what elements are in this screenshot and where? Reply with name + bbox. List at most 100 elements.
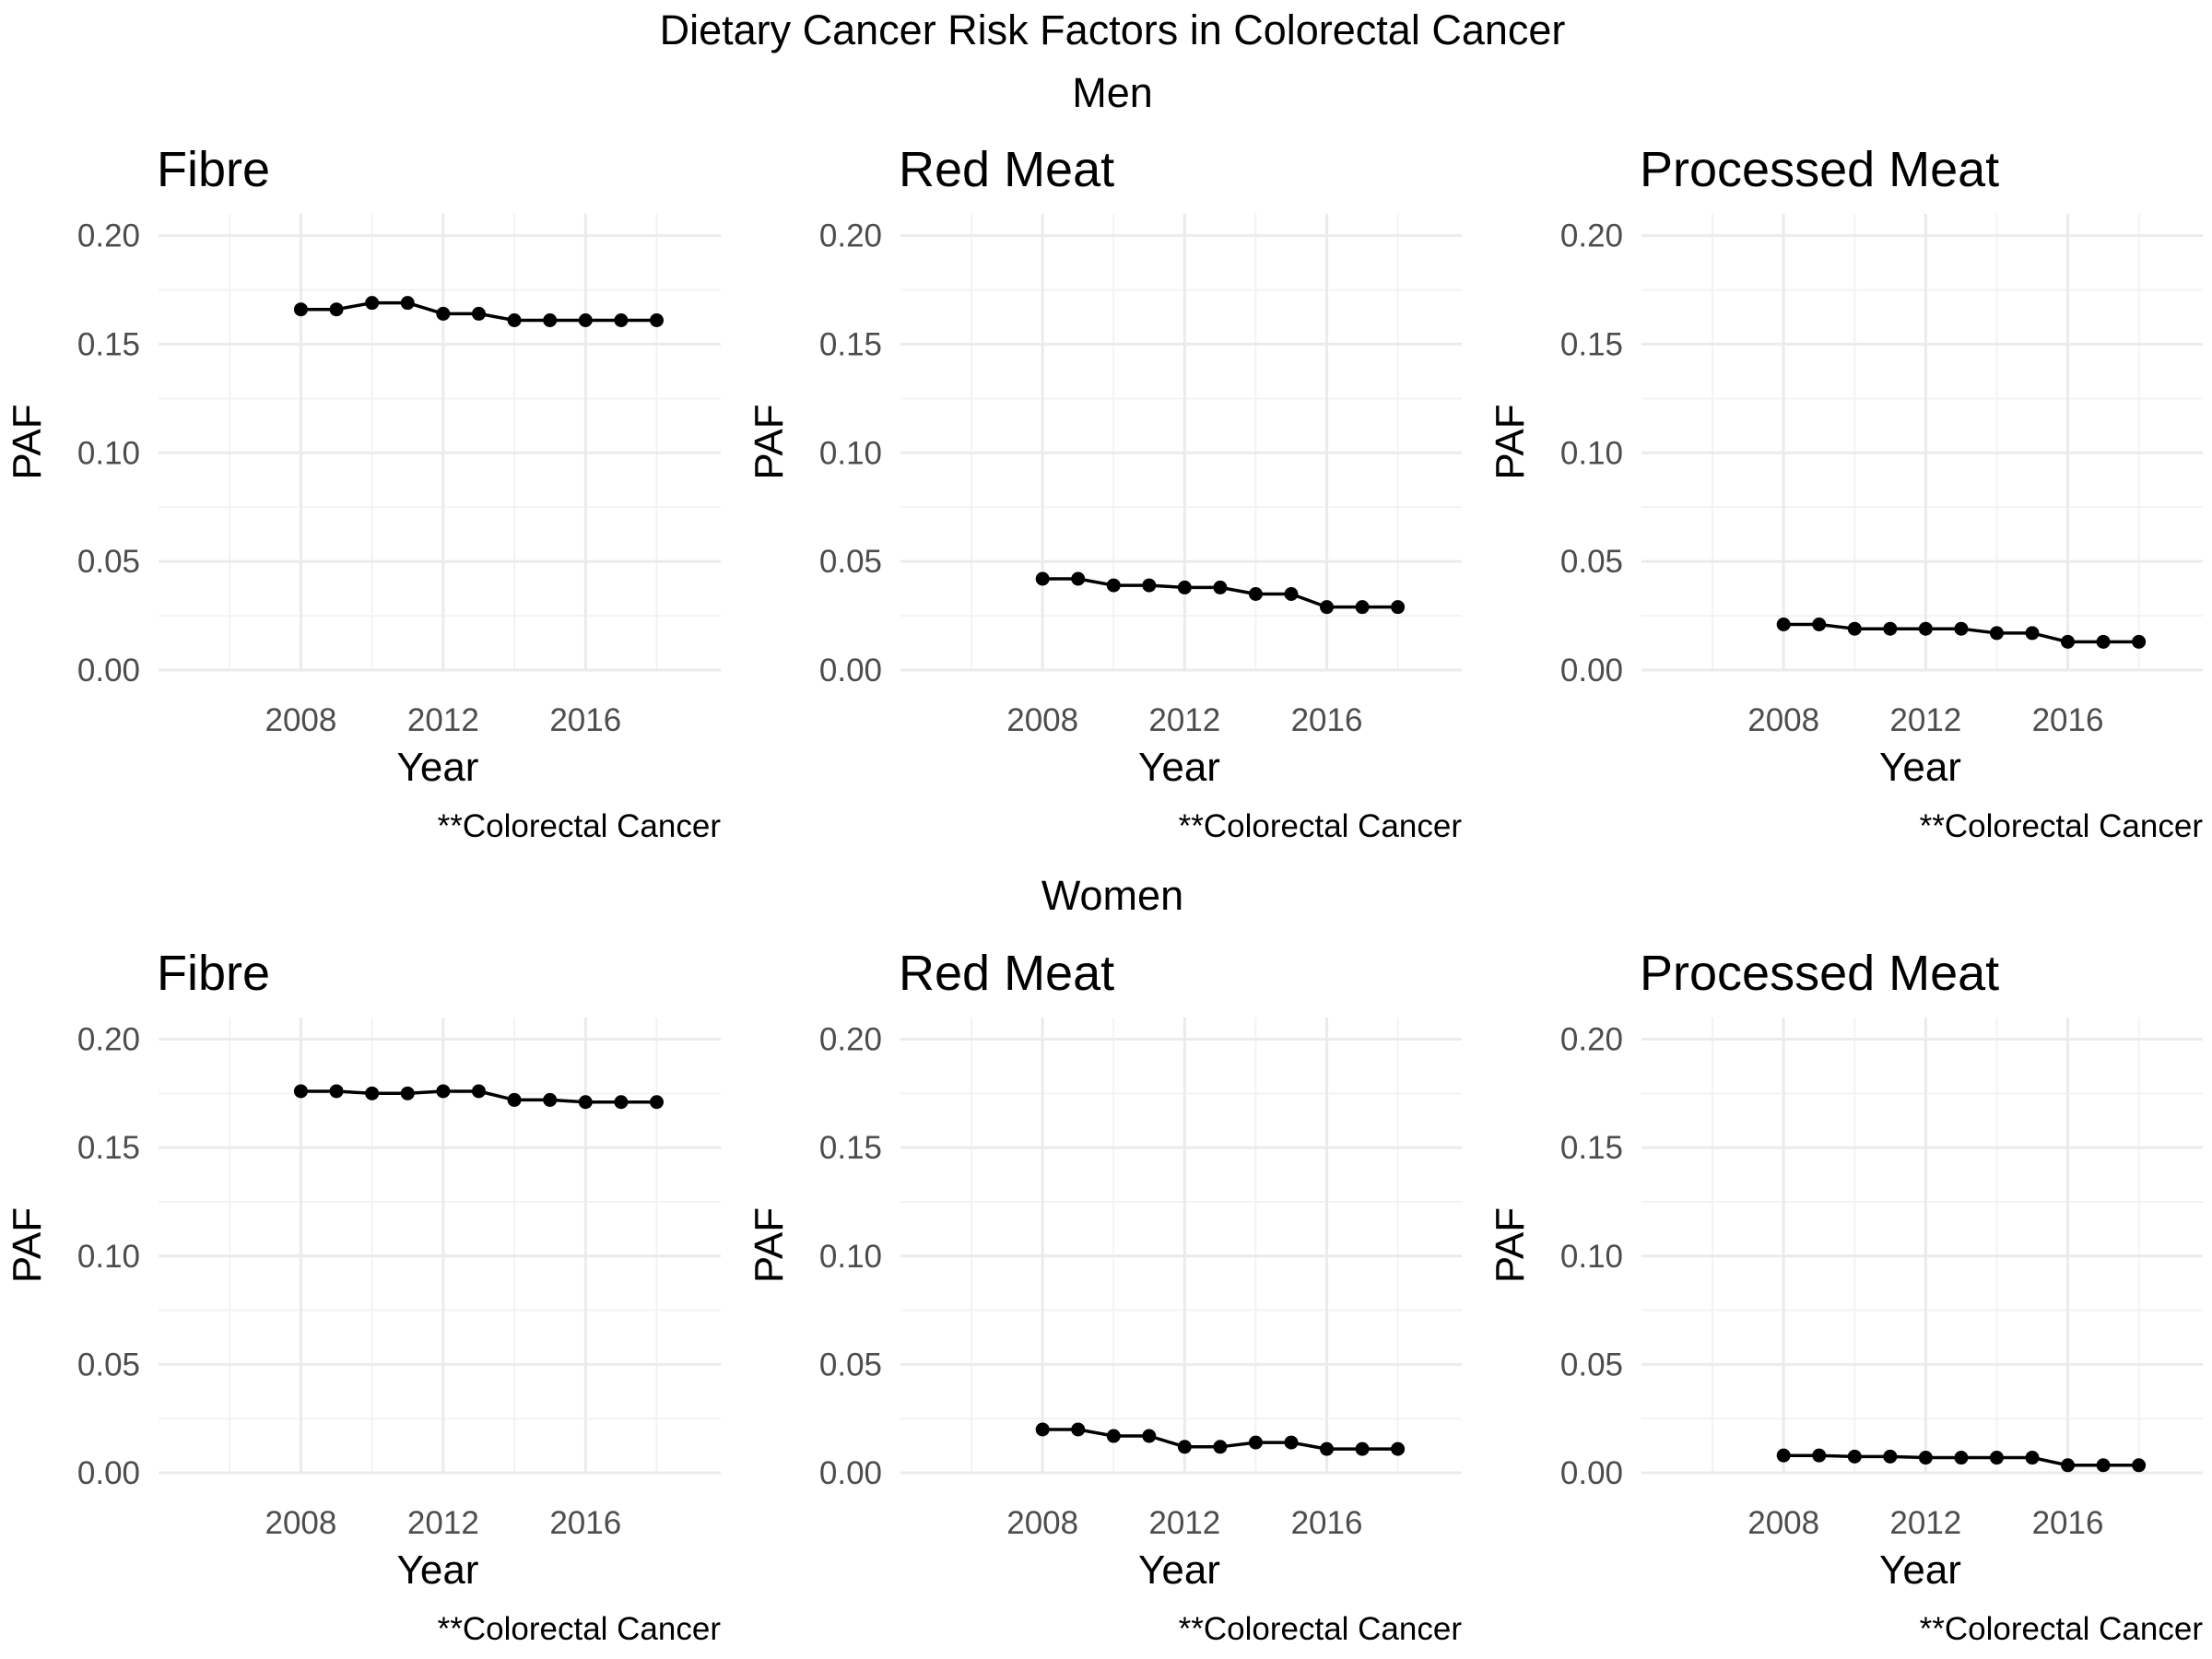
x-axis-title: Year <box>397 1547 479 1593</box>
data-point <box>1177 1440 1192 1454</box>
data-point <box>1106 1429 1121 1443</box>
y-tick-label: 0.15 <box>1560 326 1623 362</box>
data-point <box>543 313 558 327</box>
x-tick-label: 2016 <box>549 1505 621 1541</box>
data-point <box>1248 1435 1263 1450</box>
x-axis-title: Year <box>1879 745 1961 790</box>
panel-women-fibre: 0.00 0.05 0.10 0.15 0.20 2008 2012 2016 Fibre Yea… <box>5 946 721 1647</box>
y-tick-label: 0.10 <box>1560 1239 1623 1275</box>
data-point <box>1391 1441 1406 1456</box>
y-axis-title: PAF <box>747 1207 792 1283</box>
data-point <box>1847 621 1862 636</box>
x-axis-title: Year <box>1879 1547 1961 1593</box>
panel-title: Red Meat <box>899 142 1114 197</box>
y-tick-label: 0.05 <box>77 544 140 580</box>
data-point <box>471 1084 486 1099</box>
y-tick-label: 0.20 <box>819 1022 882 1058</box>
data-point <box>1776 1448 1791 1463</box>
y-tick-label: 0.00 <box>819 1455 882 1491</box>
x-tick-label: 2012 <box>1148 702 1220 738</box>
y-tick-label: 0.20 <box>1560 1022 1623 1058</box>
data-point <box>1391 600 1406 615</box>
data-point <box>1284 1435 1299 1450</box>
data-point <box>1106 578 1121 593</box>
data-point <box>1213 580 1228 594</box>
data-point <box>507 1092 522 1107</box>
data-point <box>1284 587 1299 601</box>
data-point <box>1954 621 1969 636</box>
data-point <box>1847 1449 1862 1464</box>
caption: **Colorectal Cancer <box>1920 1611 2204 1647</box>
y-tick-label: 0.15 <box>77 1130 140 1166</box>
data-point <box>614 313 629 327</box>
y-tick-label: 0.05 <box>1560 1347 1623 1382</box>
data-point <box>329 302 344 317</box>
y-tick-label: 0.20 <box>819 218 882 254</box>
y-tick-label: 0.15 <box>819 326 882 362</box>
data-point <box>578 1095 593 1110</box>
panels: 0.00 0.05 0.10 0.15 0.20 2008 2012 2016 Fibre Yea… <box>5 142 2203 1647</box>
data-point <box>293 1084 308 1099</box>
y-tick-label: 0.05 <box>819 1347 882 1382</box>
data-point <box>1954 1451 1969 1465</box>
x-tick-label: 2012 <box>407 702 479 738</box>
y-tick-label: 0.00 <box>1560 653 1623 688</box>
x-tick-label: 2012 <box>1889 702 1961 738</box>
data-point <box>1071 1422 1086 1437</box>
x-tick-label: 2008 <box>265 702 336 738</box>
data-point <box>578 313 593 327</box>
data-point <box>1035 1422 1050 1437</box>
y-tick-label: 0.00 <box>1560 1455 1623 1491</box>
data-point <box>2096 1458 2111 1473</box>
data-point <box>2096 634 2111 649</box>
data-point <box>2025 1451 2040 1465</box>
data-point <box>471 306 486 321</box>
data-point <box>1035 571 1050 586</box>
data-point <box>1355 600 1370 615</box>
y-tick-label: 0.20 <box>1560 218 1623 254</box>
y-tick-label: 0.10 <box>819 435 882 471</box>
data-point <box>650 1095 665 1110</box>
data-point <box>1883 1449 1898 1464</box>
y-tick-label: 0.05 <box>77 1347 140 1382</box>
y-tick-label: 0.00 <box>819 653 882 688</box>
group-label-women: Women <box>1041 872 1183 919</box>
y-tick-label: 0.10 <box>1560 435 1623 471</box>
data-point <box>1989 626 2004 641</box>
y-axis-title: PAF <box>1488 1207 1533 1283</box>
data-point <box>293 302 308 317</box>
x-axis-title: Year <box>1138 745 1220 790</box>
caption: **Colorectal Cancer <box>1179 808 1463 844</box>
y-tick-label: 0.15 <box>819 1130 882 1166</box>
x-tick-label: 2016 <box>2032 702 2104 738</box>
x-tick-label: 2008 <box>1006 702 1078 738</box>
data-point <box>2061 634 2076 649</box>
data-point <box>507 313 522 327</box>
y-tick-label: 0.20 <box>77 1022 140 1058</box>
x-tick-label: 2008 <box>265 1505 336 1541</box>
x-tick-label: 2016 <box>1291 702 1363 738</box>
data-point <box>1213 1440 1228 1454</box>
y-tick-label: 0.15 <box>77 326 140 362</box>
data-point <box>400 296 415 311</box>
data-point <box>365 1086 380 1100</box>
panel-title: Fibre <box>157 946 270 1001</box>
panel-title: Red Meat <box>899 946 1114 1001</box>
data-point <box>1142 578 1157 593</box>
data-point <box>329 1084 344 1099</box>
data-point <box>365 296 380 311</box>
data-point <box>1355 1441 1370 1456</box>
data-point <box>2132 1458 2147 1473</box>
data-point <box>2061 1458 2076 1473</box>
y-axis-title: PAF <box>5 1207 50 1283</box>
data-point <box>1918 621 1933 636</box>
panel-men-red-meat: 0.00 0.05 0.10 0.15 0.20 2008 2012 2016 Red Meat… <box>747 142 1462 844</box>
panel-men-fibre: 0.00 0.05 0.10 0.15 0.20 2008 2012 2016 Fibre Yea… <box>5 142 721 844</box>
data-point <box>1812 1448 1827 1463</box>
y-axis-title: PAF <box>747 404 792 479</box>
y-tick-label: 0.20 <box>77 218 140 254</box>
caption: **Colorectal Cancer <box>1920 808 2204 844</box>
data-point <box>1320 1441 1335 1456</box>
